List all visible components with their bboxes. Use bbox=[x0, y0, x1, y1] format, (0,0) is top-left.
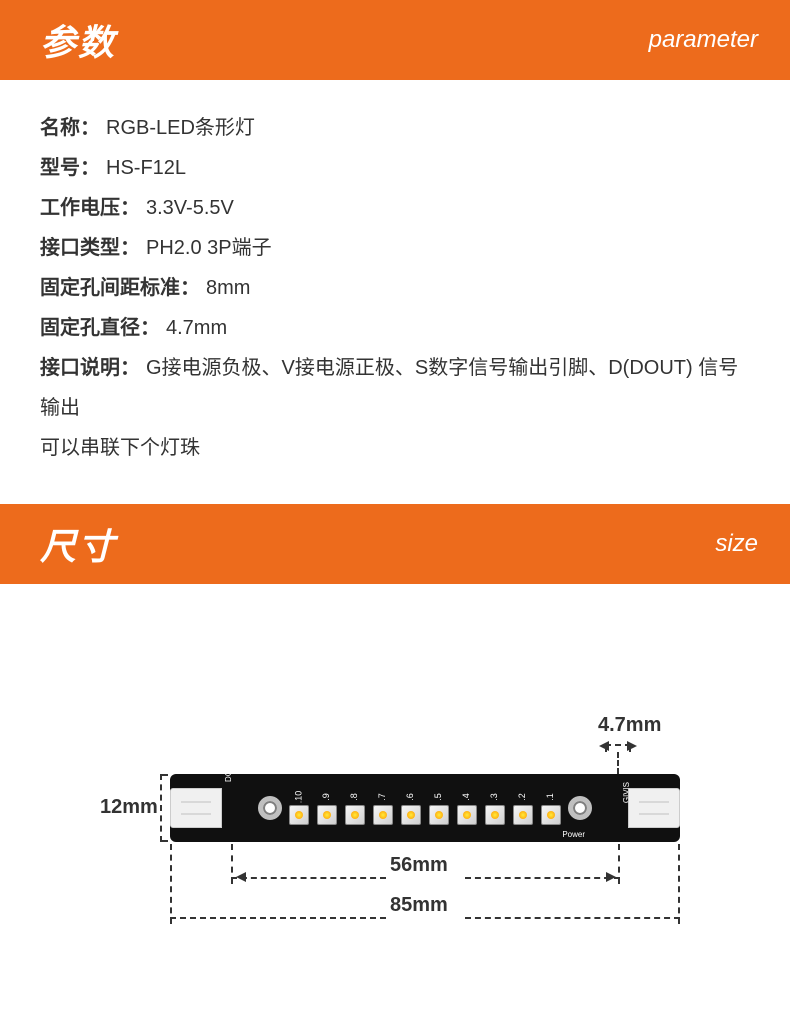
mounting-hole bbox=[568, 796, 592, 820]
dim-line bbox=[170, 917, 386, 919]
param-row: 固定孔直径： 4.7mm bbox=[40, 308, 750, 348]
param-value: G接电源负极、V接电源正极、S数字信号输出引脚、D(DOUT) 信号输出 bbox=[40, 357, 738, 419]
param-label: 名称： bbox=[40, 117, 100, 139]
params-list: 名称：RGB-LED条形灯 型号：HS-F12L 工作电压：3.3V-5.5V … bbox=[0, 80, 790, 504]
param-label: 固定孔间距标准： bbox=[40, 277, 200, 299]
param-label: 接口类型： bbox=[40, 237, 140, 259]
led-package bbox=[317, 805, 337, 825]
arrow-icon bbox=[599, 741, 609, 751]
led-package bbox=[373, 805, 393, 825]
led-package bbox=[457, 805, 477, 825]
size-banner: 尺寸 size bbox=[0, 504, 790, 584]
led-number: .5 bbox=[433, 793, 445, 801]
param-label: 固定孔直径： bbox=[40, 317, 160, 339]
led-chip: .6 bbox=[400, 791, 422, 825]
led-number: .7 bbox=[377, 793, 389, 801]
led-package bbox=[429, 805, 449, 825]
param-row: 固定孔间距标准： 8mm bbox=[40, 268, 750, 308]
led-chip: .3 bbox=[484, 791, 506, 825]
led-chip: .4 bbox=[456, 791, 478, 825]
led-package bbox=[345, 805, 365, 825]
param-note: 可以串联下个灯珠 bbox=[40, 428, 750, 468]
led-chip: .10 bbox=[288, 791, 310, 825]
mounting-hole bbox=[258, 796, 282, 820]
dim-line bbox=[465, 877, 620, 879]
dim-tick bbox=[678, 844, 680, 924]
dim-line bbox=[465, 917, 680, 919]
led-chip: .8 bbox=[344, 791, 366, 825]
arrow-icon bbox=[236, 872, 246, 882]
dim-height: 12mm bbox=[100, 796, 158, 819]
dim-tick bbox=[231, 844, 233, 884]
dim-total-length: 85mm bbox=[390, 894, 448, 917]
param-value: 8mm bbox=[206, 277, 250, 299]
led-package bbox=[541, 805, 561, 825]
led-chip: .5 bbox=[428, 791, 450, 825]
param-value: 4.7mm bbox=[166, 317, 227, 339]
dim-line bbox=[231, 877, 386, 879]
params-banner: 参数 parameter bbox=[0, 0, 790, 80]
led-number: .6 bbox=[405, 793, 417, 801]
led-number: .10 bbox=[293, 791, 305, 804]
param-value: PH2.0 3P端子 bbox=[146, 237, 272, 259]
led-number: .9 bbox=[321, 793, 333, 801]
led-number: .1 bbox=[545, 793, 557, 801]
led-number: .3 bbox=[489, 793, 501, 801]
dim-tick bbox=[618, 844, 620, 884]
param-label: 工作电压： bbox=[40, 197, 140, 219]
params-title-cn: 参数 bbox=[40, 14, 116, 66]
size-diagram: 4.7mm 12mm DOUT|V|G .10.9.8.7.6.5.4.3.2.… bbox=[0, 584, 790, 1024]
dim-hole-spacing: 56mm bbox=[390, 854, 448, 877]
led-package bbox=[401, 805, 421, 825]
pcb-board: DOUT|V|G .10.9.8.7.6.5.4.3.2.1 G|V|S Pow… bbox=[170, 774, 680, 842]
pcb-power-label: Power bbox=[562, 830, 585, 839]
pcb-illustration: DOUT|V|G .10.9.8.7.6.5.4.3.2.1 G|V|S Pow… bbox=[170, 774, 680, 842]
led-number: .8 bbox=[349, 793, 361, 801]
param-row: 型号： HS-F12L bbox=[40, 148, 750, 188]
led-package bbox=[289, 805, 309, 825]
dim-hole-diameter: 4.7mm bbox=[598, 714, 661, 737]
param-row: 工作电压： 3.3V-5.5V bbox=[40, 188, 750, 228]
param-value: RGB-LED条形灯 bbox=[106, 117, 255, 139]
arrow-icon bbox=[627, 741, 637, 751]
arrow-icon bbox=[606, 872, 616, 882]
led-package bbox=[513, 805, 533, 825]
param-label: 型号： bbox=[40, 157, 100, 179]
param-row: 接口说明：G接电源负极、V接电源正极、S数字信号输出引脚、D(DOUT) 信号输… bbox=[40, 348, 750, 428]
led-chip: .1 bbox=[540, 791, 562, 825]
led-package bbox=[485, 805, 505, 825]
size-title-en: size bbox=[715, 530, 758, 558]
led-chip: .7 bbox=[372, 791, 394, 825]
led-number: .4 bbox=[461, 793, 473, 801]
param-value: HS-F12L bbox=[106, 157, 186, 179]
size-title-cn: 尺寸 bbox=[40, 518, 116, 570]
led-row: .10 .9 .8 .7 .6 .5 .4 .3 .2 .1 bbox=[288, 791, 562, 825]
dim-tick bbox=[170, 844, 172, 924]
led-number: .2 bbox=[517, 793, 529, 801]
param-value: 3.3V-5.5V bbox=[146, 197, 234, 219]
param-row: 名称： RGB-LED条形灯 bbox=[40, 108, 750, 148]
dim-bracket bbox=[160, 774, 168, 842]
params-title-en: parameter bbox=[649, 26, 758, 54]
param-label: 接口说明： bbox=[40, 357, 140, 379]
connector-right bbox=[628, 788, 680, 828]
led-chip: .2 bbox=[512, 791, 534, 825]
led-chip: .9 bbox=[316, 791, 338, 825]
connector-left bbox=[170, 788, 222, 828]
param-row: 接口类型： PH2.0 3P端子 bbox=[40, 228, 750, 268]
